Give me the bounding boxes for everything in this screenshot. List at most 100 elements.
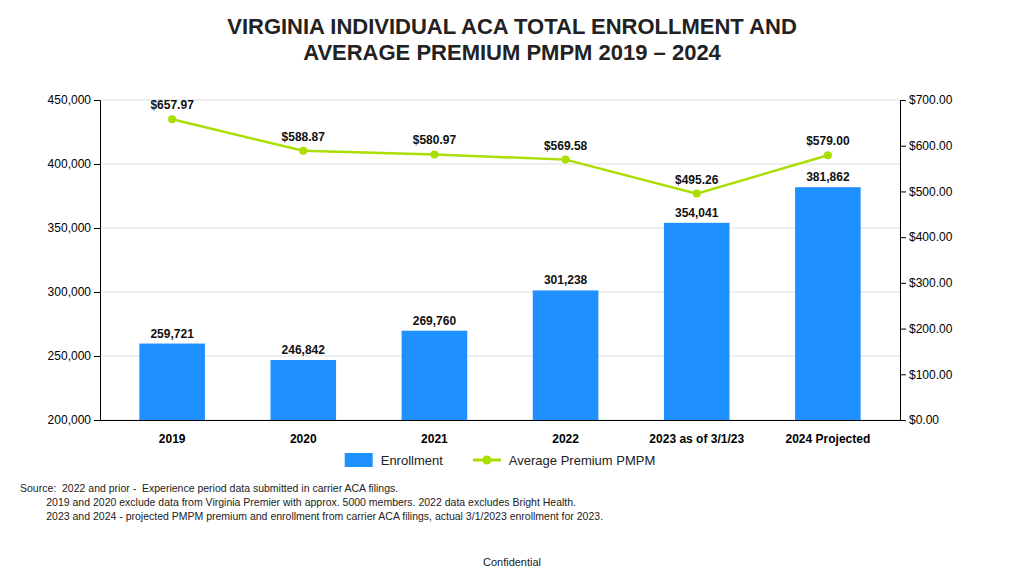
tick-label: $600.00 [909, 139, 953, 153]
grid-line [100, 292, 900, 293]
tick-mark [94, 164, 100, 165]
tick-mark [900, 283, 906, 284]
legend-swatch [345, 453, 373, 467]
data-label: 259,721 [150, 327, 194, 341]
tick: 300,000 [48, 285, 100, 299]
bar [270, 360, 336, 420]
data-labels: 259,721 246,842 269,760 301,238 354,041 381,8… [150, 98, 849, 357]
tick: 2022 [552, 432, 579, 446]
tick-label: $400.00 [909, 230, 953, 244]
tick-mark [900, 329, 906, 330]
tick-mark [94, 100, 100, 101]
data-label: $579.00 [806, 134, 850, 148]
plot-area [139, 115, 860, 420]
tick: $300.00 [900, 276, 953, 290]
marker [562, 156, 570, 164]
tick: 2023 as of 3/1/23 [649, 432, 744, 446]
tick-mark [900, 146, 906, 147]
tick: 350,000 [48, 221, 100, 235]
tick-label: 350,000 [48, 221, 92, 235]
tick-label: $700.00 [909, 93, 953, 107]
tick-label: 300,000 [48, 285, 92, 299]
tick: 400,000 [48, 157, 100, 171]
tick-label: 400,000 [48, 157, 92, 171]
footer: Confidential [483, 556, 541, 568]
tick: $0.00 [900, 413, 939, 427]
tick: 2024 Projected [786, 432, 871, 446]
marker [168, 115, 176, 123]
marker [824, 151, 832, 159]
marker [693, 190, 701, 198]
grid [100, 100, 900, 420]
legend-swatch [482, 456, 491, 465]
tick-label: 450,000 [48, 93, 92, 107]
tick-mark [94, 356, 100, 357]
tick-label: $500.00 [909, 185, 953, 199]
tick: $600.00 [900, 139, 953, 153]
data-label: 269,760 [413, 314, 457, 328]
data-label: 381,862 [806, 170, 850, 184]
legend-label: Average Premium PMPM [509, 453, 655, 468]
bar [402, 331, 468, 420]
tick: $500.00 [900, 185, 953, 199]
tick-mark [94, 292, 100, 293]
data-label: 354,041 [675, 206, 719, 220]
axis-line [94, 101, 101, 421]
data-label: $588.87 [282, 130, 326, 144]
data-label: $569.58 [544, 139, 588, 153]
title: VIRGINIA INDIVIDUAL ACA TOTAL ENROLLMENT… [227, 14, 797, 65]
tick: 200,000 [48, 413, 100, 427]
tick: $200.00 [900, 322, 953, 336]
data-label: $495.26 [675, 173, 719, 187]
tick: 2021 [421, 432, 448, 446]
tick-label: 2021 [421, 432, 448, 446]
tick: $400.00 [900, 230, 953, 244]
line [172, 119, 828, 193]
tick-mark [94, 228, 100, 229]
grid-line [100, 100, 900, 101]
legend: Enrollment Average Premium PMPM [345, 453, 656, 468]
tick: $700.00 [900, 93, 953, 107]
tick-label: 2024 Projected [786, 432, 871, 446]
y2-axis: $0.00 $100.00 $200.00 $300.00 $400.00 $500.00… [900, 93, 953, 427]
bar [664, 223, 730, 420]
x-axis: 2019 2020 2021 2022 2023 as of 3/1/23 2024 Pr… [101, 421, 901, 447]
source-note: Source: 2022 and prior - Experience peri… [20, 482, 603, 522]
tick: 2020 [290, 432, 317, 446]
tick-mark [900, 237, 906, 238]
bar [139, 344, 205, 420]
legend-label: Enrollment [381, 453, 444, 468]
tick: 2019 [159, 432, 186, 446]
chart: VIRGINIA INDIVIDUAL ACA TOTAL ENROLLMENT… [0, 0, 1024, 576]
marker [299, 147, 307, 155]
legend-item: Average Premium PMPM [473, 453, 655, 468]
tick-label: 2019 [159, 432, 186, 446]
tick-label: 200,000 [48, 413, 92, 427]
legend-item: Enrollment [345, 453, 444, 468]
marker [430, 150, 438, 158]
data-label: $657.97 [150, 98, 194, 112]
data-label: $580.97 [413, 133, 457, 147]
tick-label: 2022 [552, 432, 579, 446]
tick-label: $100.00 [909, 368, 953, 382]
data-label: 246,842 [282, 343, 326, 357]
grid-line [100, 420, 900, 421]
tick: $100.00 [900, 368, 953, 382]
tick-label: 2020 [290, 432, 317, 446]
data-label: 301,238 [544, 273, 588, 287]
grid-line [100, 164, 900, 165]
tick-mark [900, 100, 906, 101]
bar [795, 187, 861, 420]
tick-mark [94, 420, 100, 421]
tick-label: 250,000 [48, 349, 92, 363]
tick-mark [900, 191, 906, 192]
axis-line [901, 101, 907, 421]
y-axis: 200,000 250,000 300,000 350,000 400,000 450,0… [48, 93, 101, 427]
tick-label: $0.00 [909, 413, 939, 427]
grid-line [100, 228, 900, 229]
grid-line [100, 356, 900, 357]
bar [533, 290, 599, 420]
tick-mark [900, 420, 906, 421]
tick-mark [900, 374, 906, 375]
axis-line [101, 420, 901, 421]
